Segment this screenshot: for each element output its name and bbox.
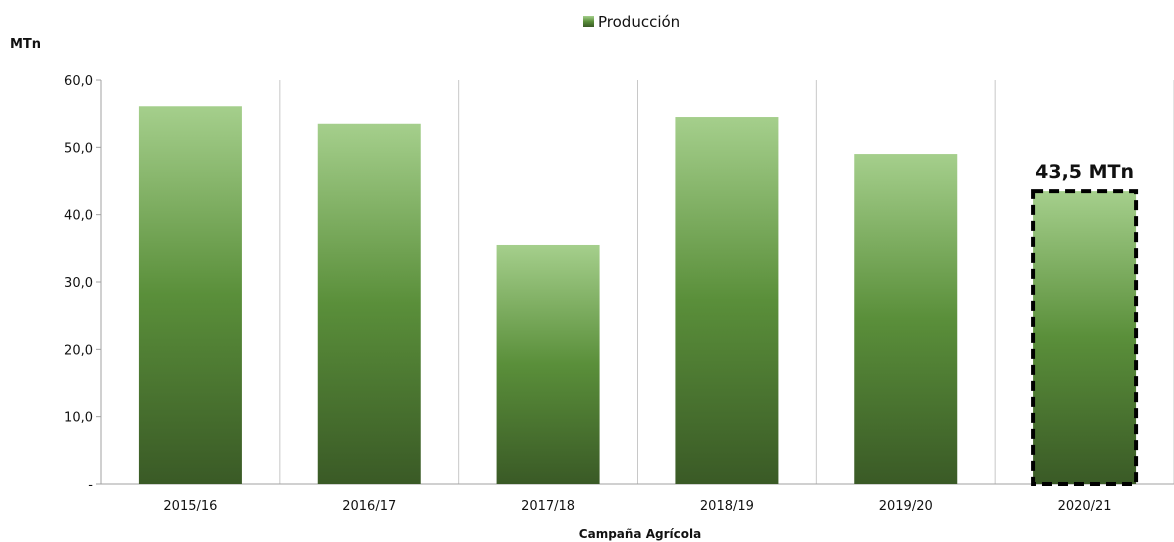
bars bbox=[138, 106, 1139, 486]
bar-2016-17 bbox=[317, 123, 421, 485]
annotations: 43,5 MTn bbox=[1035, 161, 1134, 183]
bar-2020-21 bbox=[1031, 189, 1139, 486]
y-tick-label: 20,0 bbox=[64, 343, 93, 358]
legend-swatch bbox=[583, 16, 594, 27]
y-tick-label: 50,0 bbox=[64, 141, 93, 156]
x-tick-label: 2019/20 bbox=[879, 499, 933, 514]
x-tick-label: 2015/16 bbox=[163, 499, 217, 514]
x-tick-label: 2016/17 bbox=[342, 499, 396, 514]
x-axis-ticks: 2015/16 2016/17 2017/18 2018/19 2019/20 2020/… bbox=[163, 499, 1111, 514]
x-axis-title: Campaña Agrícola bbox=[579, 527, 701, 541]
x-tick-label: 2017/18 bbox=[521, 499, 575, 514]
x-tick-label: 2020/21 bbox=[1058, 499, 1112, 514]
highlight-annotation: 43,5 MTn bbox=[1035, 161, 1134, 183]
y-tick-label: - bbox=[88, 478, 93, 493]
bar-2015-16 bbox=[138, 106, 242, 484]
legend: Producción bbox=[583, 13, 680, 31]
bar-2017-18 bbox=[496, 244, 600, 484]
y-axis-ticks: - 10,0 20,0 30,0 40,0 50,0 60,0 bbox=[64, 74, 101, 493]
y-axis-title: MTn bbox=[10, 37, 41, 52]
bar-2019-20 bbox=[854, 154, 958, 485]
legend-label: Producción bbox=[598, 13, 680, 31]
y-tick-label: 40,0 bbox=[64, 209, 93, 224]
bar-2018-19 bbox=[675, 117, 779, 485]
grid bbox=[100, 80, 1174, 485]
x-tick-label: 2018/19 bbox=[700, 499, 754, 514]
y-tick-label: 10,0 bbox=[64, 411, 93, 426]
y-tick-label: 30,0 bbox=[64, 276, 93, 291]
y-tick-label: 60,0 bbox=[64, 74, 93, 89]
